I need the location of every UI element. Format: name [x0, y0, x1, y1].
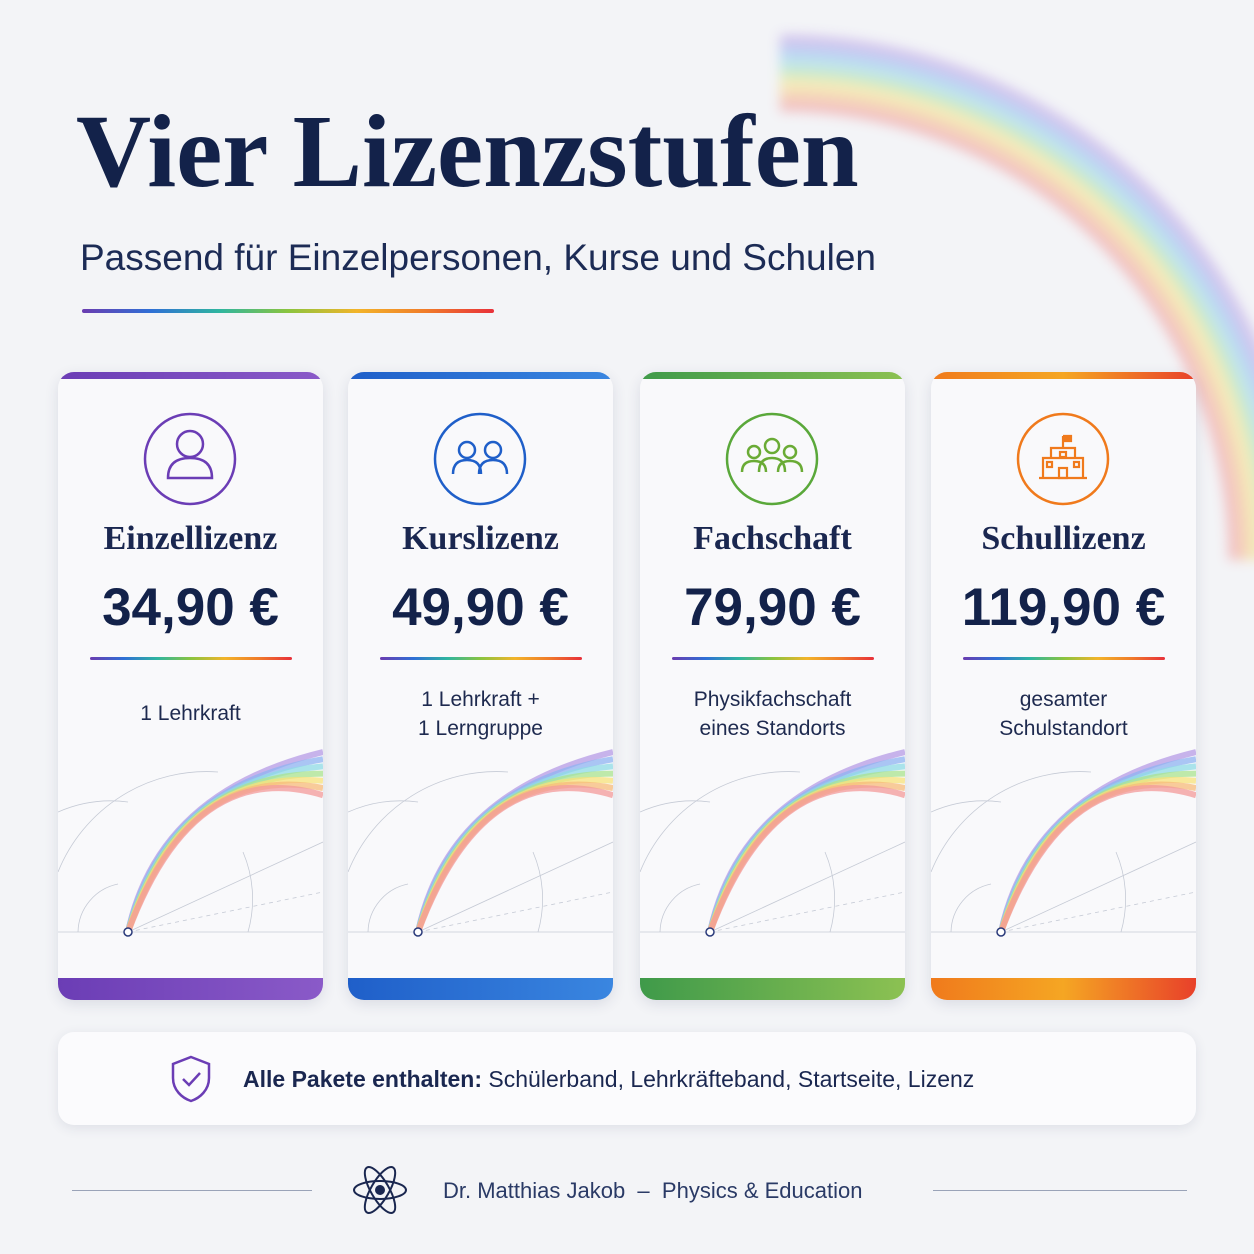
- divider: [672, 657, 874, 660]
- subtitle: Passend für Einzelpersonen, Kurse und Sc…: [80, 237, 877, 278]
- description-line: 1 Lehrkraft: [140, 702, 241, 725]
- tier-card: Schullizenz 119,90 € gesamter Schulstando…: [931, 372, 1196, 1000]
- divider: [82, 309, 494, 313]
- card-illustration: [931, 412, 1196, 937]
- description-line: eines Standorts: [699, 717, 846, 740]
- card-accent: [931, 372, 1196, 379]
- atom-icon: [353, 1166, 407, 1214]
- footer-rule: [72, 1190, 312, 1191]
- footer-tagline: Physics & Education: [661, 1178, 863, 1203]
- description-line: Schulstandort: [999, 717, 1128, 740]
- card-illustration: [58, 412, 323, 937]
- tier-price: 119,90 €: [961, 578, 1166, 637]
- divider: [963, 657, 1165, 660]
- included-items: Schülerband, Lehrkräfteband, Startseite,…: [488, 1066, 975, 1092]
- tier-card: Einzellizenz 34,90 € 1 Lehrkraft: [58, 372, 323, 1000]
- tier-price: 34,90 €: [102, 578, 279, 637]
- card-accent: [640, 372, 905, 379]
- description-line: Physikfachschaft: [693, 688, 852, 711]
- tier-description: 1 Lehrkraft + 1 Lerngruppe: [348, 685, 613, 743]
- card-accent: [58, 978, 323, 1000]
- card-accent: [58, 372, 323, 379]
- included-text: Alle Pakete enthalten: Schülerband, Lehr…: [243, 1066, 974, 1093]
- card-accent: [931, 978, 1196, 1000]
- tier-description: 1 Lehrkraft: [58, 699, 323, 728]
- tier-description: gesamter Schulstandort: [931, 685, 1196, 743]
- tier-name: Einzellizenz: [103, 520, 278, 557]
- included-box: Alle Pakete enthalten: Schülerband, Lehr…: [58, 1032, 1196, 1125]
- card-illustration: [640, 412, 905, 937]
- footer-text: Dr. Matthias Jakob – Physics & Education: [443, 1178, 862, 1204]
- shield-icon: [171, 1055, 211, 1103]
- tier-card: Fachschaft 79,90 € Physikfachschaft eines…: [640, 372, 905, 1000]
- description-line: gesamter: [1019, 688, 1108, 711]
- footer-separator: –: [637, 1178, 650, 1203]
- card-illustration: [348, 412, 613, 937]
- tier-name: Schullizenz: [981, 520, 1146, 557]
- divider: [380, 657, 582, 660]
- tier-price: 79,90 €: [684, 578, 861, 637]
- description-line: 1 Lerngruppe: [418, 717, 543, 740]
- footer-author: Dr. Matthias Jakob: [443, 1178, 626, 1203]
- card-accent: [348, 372, 613, 379]
- description-line: 1 Lehrkraft +: [421, 688, 540, 711]
- tier-card: Kurslizenz 49,90 € 1 Lehrkraft + 1 Lerngr…: [348, 372, 613, 1000]
- footer: Dr. Matthias Jakob – Physics & Education: [0, 1160, 1254, 1220]
- tier-name: Fachschaft: [693, 520, 852, 557]
- tier-description: Physikfachschaft eines Standorts: [640, 685, 905, 743]
- card-accent: [348, 978, 613, 1000]
- card-accent: [640, 978, 905, 1000]
- title: Vier Lizenzstufen: [76, 94, 859, 209]
- divider: [90, 657, 292, 660]
- included-label: Alle Pakete enthalten:: [243, 1066, 483, 1092]
- tier-name: Kurslizenz: [402, 520, 559, 557]
- tier-price: 49,90 €: [392, 578, 569, 637]
- footer-rule: [933, 1190, 1187, 1191]
